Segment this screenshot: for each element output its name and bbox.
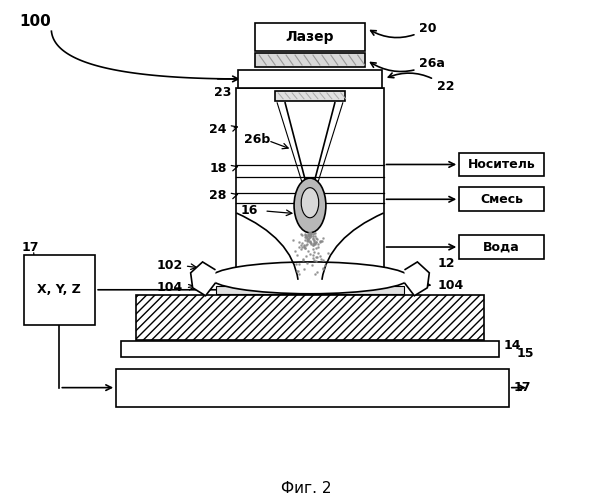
Bar [459,235,543,259]
Bar [236,88,384,272]
Text: 16: 16 [241,204,258,218]
Bar [459,188,543,211]
Ellipse shape [301,188,319,218]
Text: 26c: 26c [244,274,268,287]
Text: 18: 18 [209,162,226,175]
Text: X, Y, Z: X, Y, Z [37,284,81,296]
Text: 17: 17 [514,381,531,394]
Bar [459,152,543,176]
Bar [136,295,484,340]
Text: 14: 14 [504,340,521,352]
Text: 26b: 26b [244,133,271,146]
Ellipse shape [211,262,409,294]
Bar [255,24,365,51]
Bar [255,53,365,67]
Text: Смесь: Смесь [480,193,523,206]
Text: 100: 100 [20,14,51,29]
Text: 104: 104 [437,280,463,292]
PathPatch shape [405,262,429,296]
Bar [24,255,95,324]
Text: Фиг. 2: Фиг. 2 [281,481,331,496]
Bar [238,70,382,88]
Text: 102: 102 [157,260,183,272]
Bar [116,368,509,406]
Ellipse shape [294,178,326,233]
PathPatch shape [191,262,215,296]
Text: 28: 28 [209,189,226,202]
Text: 23: 23 [214,86,231,100]
Text: 20: 20 [371,22,437,38]
Text: Вода: Вода [483,240,520,254]
Text: 22: 22 [389,73,454,94]
Bar [215,286,405,294]
Text: 15: 15 [517,348,534,360]
Text: 104: 104 [157,282,183,294]
Text: 24: 24 [209,123,226,136]
Bar [121,341,499,357]
Text: 26a: 26a [371,56,446,72]
Text: Лазер: Лазер [286,30,334,44]
Text: 17: 17 [21,240,39,254]
Text: Носитель: Носитель [468,158,536,171]
Bar [275,91,345,101]
Text: 12: 12 [437,258,455,270]
